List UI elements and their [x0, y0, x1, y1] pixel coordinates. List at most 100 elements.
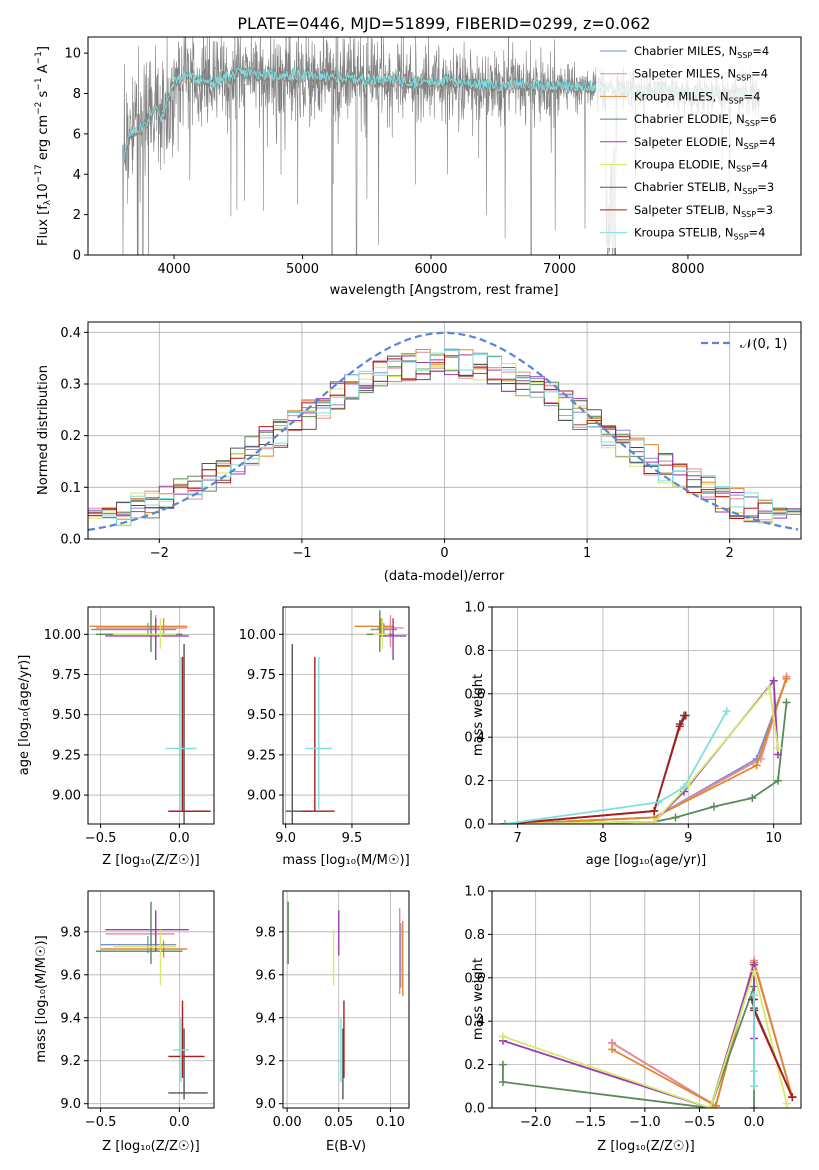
- axes: −2 −1 0 1 2 0.0 0.1 0.2 0.3 0.4: [60, 321, 802, 561]
- weight-marker-kroupa_stelib: [654, 798, 663, 807]
- y-tick-label: 9.6: [255, 968, 276, 983]
- ageM-xlabel: mass [log₁₀(M/M☉)]: [282, 853, 409, 868]
- y-tick-label: 6: [73, 127, 81, 142]
- y-tick-label: 0.4: [60, 326, 81, 341]
- y-tick-label: 1.0: [464, 601, 485, 616]
- weight-line-kroupa_miles: [504, 678, 788, 824]
- y-tick-label: 10.00: [44, 628, 81, 643]
- axes-frame: [282, 606, 410, 825]
- x-tick-label: 8: [599, 831, 607, 846]
- legend-label-chabrier_miles: Chabrier MILES, NSSP=4: [634, 44, 769, 60]
- legend-label-kroupa_elodie: Kroupa ELODIE, NSSP=4: [634, 158, 768, 174]
- x-tick-label: 8000: [671, 262, 704, 277]
- weight-line-kroupa_miles: [611, 959, 794, 1108]
- weight-marker-chabrier_elodie: [498, 1060, 507, 1069]
- weight-line-chabrier_elodie: [504, 702, 788, 824]
- weight-line-chabrier_miles: [504, 678, 788, 824]
- y-tick-label: 9.50: [52, 708, 81, 723]
- mE-xlabel: E(B-V): [326, 1139, 366, 1154]
- weight-marker-kroupa_elodie: [782, 1099, 791, 1108]
- y-tick-label: 0.8: [464, 644, 485, 659]
- axes-frame: [282, 890, 410, 1109]
- wZ-ylabel: mass weight: [471, 958, 486, 1040]
- axes-frame: [491, 606, 802, 825]
- weight-marker-kroupa_stelib: [500, 820, 509, 824]
- x-tick-label: 0.0: [169, 831, 190, 846]
- weight-marker-chabrier_elodie: [782, 698, 791, 707]
- ageZ-ylabel: age [log₁₀(age/yr)]: [17, 655, 32, 776]
- wAge-xlabel: age [log₁₀(age/yr)]: [586, 853, 707, 868]
- y-tick-label: 9.75: [52, 668, 81, 683]
- weight-marker-chabrier_elodie: [709, 802, 718, 811]
- x-tick-label: 7: [513, 831, 521, 846]
- spectrum-legend: Chabrier MILES, NSSP=4 Salpeter MILES, NS…: [596, 42, 798, 248]
- y-tick-label: 9.50: [247, 708, 276, 723]
- residual-legend: 𝒩(0, 1): [701, 337, 787, 352]
- y-tick-label: 0.6: [464, 687, 485, 702]
- age-vs-mass-plot: 9.0 9.5 9.00 9.25 9.50 9.75 10.00: [239, 606, 410, 846]
- residual-xlabel: (data-model)/error: [384, 569, 505, 584]
- y-tick-label: 0.1: [60, 481, 81, 496]
- x-tick-label: 9.0: [275, 831, 296, 846]
- y-tick-label: 2: [73, 208, 81, 223]
- y-tick-label: 0.0: [60, 533, 81, 548]
- x-tick-label: 0.10: [376, 1115, 405, 1130]
- y-tick-label: 8: [73, 87, 81, 102]
- axes-frame: [87, 36, 802, 256]
- axes: 4000 5000 6000 7000 8000 0 2 4 6 8 10: [64, 36, 802, 277]
- y-tick-label: 9.2: [255, 1054, 276, 1069]
- weight-marker-kroupa_stelib: [680, 783, 689, 792]
- x-tick-label: 1: [583, 546, 591, 561]
- weight-marker-salpeter_stelib: [788, 1093, 797, 1102]
- legend-label-salpeter_elodie: Salpeter ELODIE, NSSP=4: [634, 135, 776, 151]
- residual-histogram-plot: −2 −1 0 1 2 0.0 0.1 0.2 0.3 0.4 𝒩(0, 1): [60, 321, 802, 561]
- x-tick-label: −0.5: [684, 1115, 716, 1130]
- x-tick-label: −1.5: [574, 1115, 606, 1130]
- weight-line-salpeter_miles: [504, 676, 788, 824]
- weight-marker-chabrier_elodie: [498, 1077, 507, 1086]
- x-tick-label: 0.0: [169, 1115, 190, 1130]
- y-tick-label: 0.2: [464, 1058, 485, 1073]
- plot-area: [95, 901, 208, 1100]
- y-tick-label: 9.8: [255, 925, 276, 940]
- plot-area: [285, 610, 407, 824]
- weight-marker-salpeter_stelib: [650, 806, 659, 815]
- plot-area: [500, 672, 791, 824]
- y-tick-label: 1.0: [464, 885, 485, 900]
- y-tick-label: 0.0: [464, 818, 485, 833]
- spectrum-plot: 4000 5000 6000 7000 8000 0 2 4 6 8 10 Chabrier MILE…: [64, 36, 802, 277]
- age-vs-metallicity-plot: −0.5 0.0 9.00 9.25 9.50 9.75 10.00: [44, 606, 215, 846]
- legend-label-kroupa_stelib: Kroupa STELIB, NSSP=4: [634, 226, 765, 242]
- weight-marker-chabrier_elodie: [750, 1104, 759, 1108]
- weight-marker-chabrier_elodie: [748, 793, 757, 802]
- axes-frame: [87, 890, 215, 1109]
- weight-marker-kroupa_miles: [608, 1045, 617, 1054]
- y-tick-label: 4: [73, 168, 81, 183]
- y-tick-label: 0.8: [464, 928, 485, 943]
- gaussian-curve: [88, 331, 799, 531]
- x-tick-label: 0: [440, 546, 448, 561]
- weight-marker-kroupa_elodie: [498, 1032, 507, 1041]
- y-tick-label: 9.4: [255, 1011, 276, 1026]
- x-tick-label: 7000: [543, 262, 576, 277]
- weight-line-kroupa_elodie: [504, 685, 779, 824]
- x-tick-label: −0.5: [85, 1115, 117, 1130]
- axes-frame: [491, 890, 802, 1109]
- y-tick-label: 10: [64, 47, 81, 62]
- y-tick-label: 0.2: [60, 429, 81, 444]
- x-tick-label: −2.0: [520, 1115, 552, 1130]
- weight-marker-kroupa_miles: [752, 761, 761, 770]
- weight-vs-metallicity-plot: −2.0 −1.5 −1.0 −0.5 0.0 0.0 0.2 0.4 0.6 0.8 1.0: [464, 885, 802, 1130]
- weight-marker-chabrier_elodie: [671, 813, 680, 822]
- legend-label-salpeter_stelib: Salpeter STELIB, NSSP=3: [634, 203, 773, 219]
- weight-marker-kroupa_stelib: [750, 1067, 759, 1076]
- x-tick-label: −1.0: [629, 1115, 661, 1130]
- weight-marker-kroupa_stelib: [750, 1082, 759, 1091]
- y-tick-label: 9.00: [52, 789, 81, 804]
- legend-label-salpeter_miles: Salpeter MILES, NSSP=4: [634, 67, 768, 83]
- y-tick-label: 9.00: [247, 789, 276, 804]
- y-tick-label: 0: [73, 249, 81, 264]
- x-tick-label: −1: [292, 546, 311, 561]
- mass-vs-metallicity-plot: −0.5 0.0 9.0 9.2 9.4 9.6 9.8: [60, 890, 215, 1130]
- y-tick-label: 9.25: [247, 748, 276, 763]
